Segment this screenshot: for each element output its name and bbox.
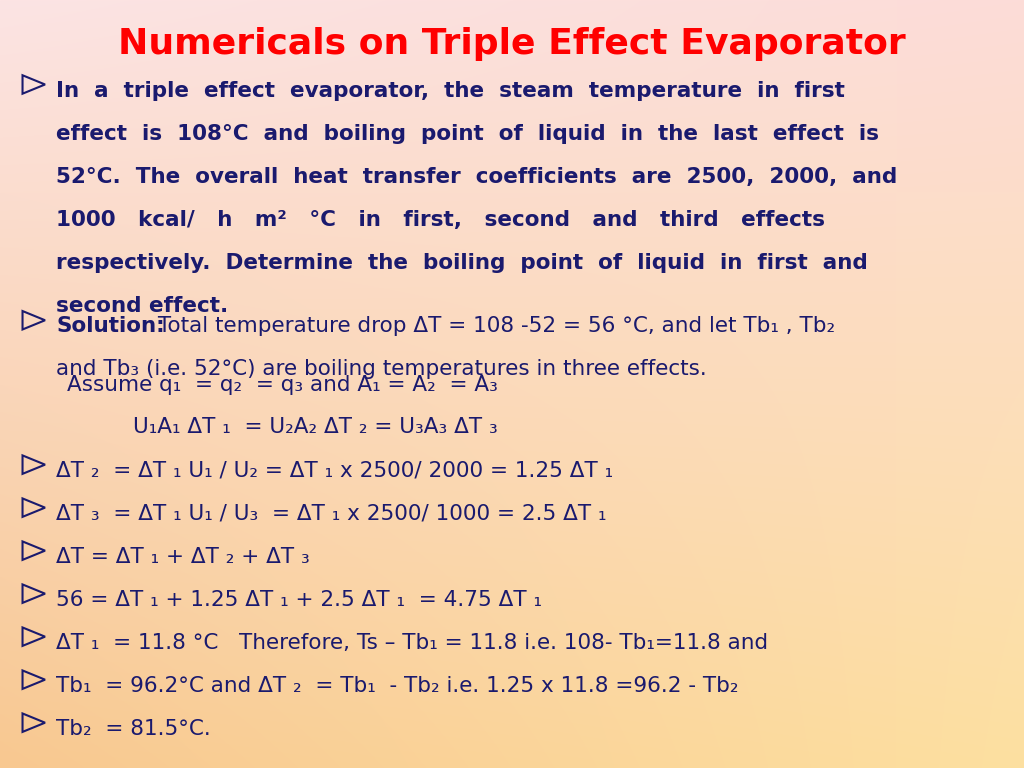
Text: Tb₁  = 96.2°C and ΔT ₂  = Tb₁  - Tb₂ i.e. 1.25 x 11.8 =96.2 - Tb₂: Tb₁ = 96.2°C and ΔT ₂ = Tb₁ - Tb₂ i.e. 1… [56,676,739,696]
Text: 52°C.  The  overall  heat  transfer  coefficients  are  2500,  2000,  and: 52°C. The overall heat transfer coeffici… [56,167,898,187]
Text: and Tb₃ (i.e. 52°C) are boiling temperatures in three effects.: and Tb₃ (i.e. 52°C) are boiling temperat… [56,359,707,379]
Text: second effect.: second effect. [56,296,228,316]
Text: Total temperature drop ΔT = 108 -52 = 56 °C, and let Tb₁ , Tb₂: Total temperature drop ΔT = 108 -52 = 56… [151,316,835,336]
Text: U₁A₁ ΔT ₁  = U₂A₂ ΔT ₂ = U₃A₃ ΔT ₃: U₁A₁ ΔT ₁ = U₂A₂ ΔT ₂ = U₃A₃ ΔT ₃ [133,417,498,437]
Text: ΔT ₁  = 11.8 °C   Therefore, Ts – Tb₁ = 11.8 i.e. 108- Tb₁=11.8 and: ΔT ₁ = 11.8 °C Therefore, Ts – Tb₁ = 11.… [56,633,768,653]
Text: Numericals on Triple Effect Evaporator: Numericals on Triple Effect Evaporator [118,27,906,61]
Text: Solution:: Solution: [56,316,165,336]
Text: Tb₂  = 81.5°C.: Tb₂ = 81.5°C. [56,719,211,739]
Text: 56 = ΔT ₁ + 1.25 ΔT ₁ + 2.5 ΔT ₁  = 4.75 ΔT ₁: 56 = ΔT ₁ + 1.25 ΔT ₁ + 2.5 ΔT ₁ = 4.75 … [56,590,543,610]
Text: ΔT ₃  = ΔT ₁ U₁ / U₃  = ΔT ₁ x 2500/ 1000 = 2.5 ΔT ₁: ΔT ₃ = ΔT ₁ U₁ / U₃ = ΔT ₁ x 2500/ 1000 … [56,504,607,524]
Text: respectively.  Determine  the  boiling  point  of  liquid  in  first  and: respectively. Determine the boiling poin… [56,253,868,273]
Text: In  a  triple  effect  evaporator,  the  steam  temperature  in  first: In a triple effect evaporator, the steam… [56,81,845,101]
Text: ΔT = ΔT ₁ + ΔT ₂ + ΔT ₃: ΔT = ΔT ₁ + ΔT ₂ + ΔT ₃ [56,547,310,567]
Text: Assume q₁  = q₂  = q₃ and A₁ = A₂  = A₃: Assume q₁ = q₂ = q₃ and A₁ = A₂ = A₃ [67,375,498,395]
Text: ΔT ₂  = ΔT ₁ U₁ / U₂ = ΔT ₁ x 2500/ 2000 = 1.25 ΔT ₁: ΔT ₂ = ΔT ₁ U₁ / U₂ = ΔT ₁ x 2500/ 2000 … [56,461,613,481]
Text: 1000   kcal/   h   m²   °C   in   first,   second   and   third   effects: 1000 kcal/ h m² °C in first, second and … [56,210,825,230]
Text: effect  is  108°C  and  boiling  point  of  liquid  in  the  last  effect  is: effect is 108°C and boiling point of liq… [56,124,880,144]
